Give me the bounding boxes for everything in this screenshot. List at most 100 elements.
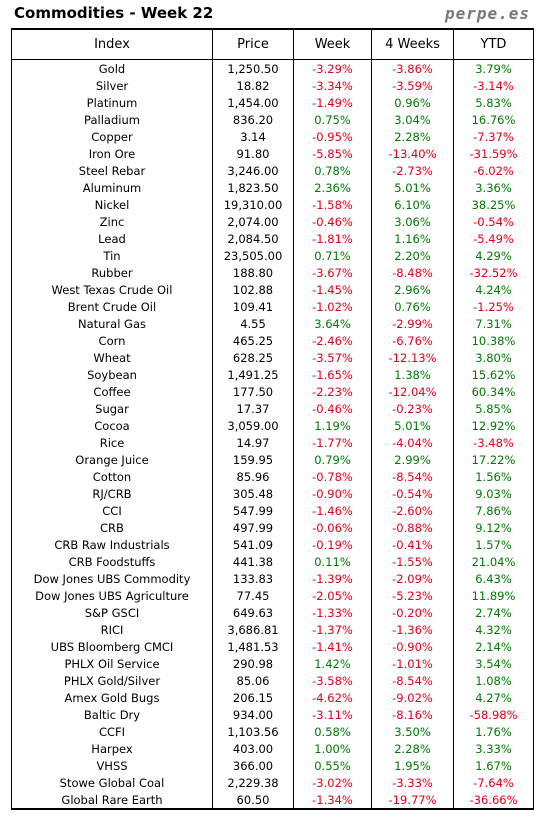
price-cell: 541.09 [212,536,294,553]
four-week-change-cell: 3.04% [371,111,454,128]
four-week-change-cell: 1.95% [371,757,454,774]
column-header-price: Price [212,28,294,60]
four-week-change-cell: 2.28% [371,128,454,145]
index-cell: CCFI [11,723,213,740]
week-change-cell: -3.11% [293,706,372,723]
price-cell: 60.50 [212,791,294,810]
index-cell: Global Rare Earth [11,791,213,810]
price-cell: 290.98 [212,655,294,672]
price-cell: 2,229.38 [212,774,294,791]
week-change-cell: -1.45% [293,281,372,298]
table-row: Steel Rebar 3,246.00 0.78% -2.73% -6.02% [11,162,534,179]
four-week-change-cell: -9.02% [371,689,454,706]
price-cell: 2,084.50 [212,230,294,247]
week-change-cell: 1.19% [293,417,372,434]
week-change-cell: 0.78% [293,162,372,179]
price-cell: 441.38 [212,553,294,570]
table-row: Dow Jones UBS Commodity 133.83 -1.39% -2.09… [11,570,534,587]
week-change-cell: -1.65% [293,366,372,383]
price-cell: 465.25 [212,332,294,349]
ytd-change-cell: 12.92% [453,417,534,434]
week-change-cell: -4.62% [293,689,372,706]
table-row: Corn 465.25 -2.46% -6.76% 10.38% [11,332,534,349]
table-row: Iron Ore 91.80 -5.85% -13.40% -31.59% [11,145,534,162]
four-week-change-cell: 2.96% [371,281,454,298]
week-change-cell: -3.29% [293,59,372,77]
ytd-change-cell: -3.48% [453,434,534,451]
price-cell: 85.96 [212,468,294,485]
table-row: Tin 23,505.00 0.71% 2.20% 4.29% [11,247,534,264]
week-change-cell: 3.64% [293,315,372,332]
index-cell: Baltic Dry [11,706,213,723]
price-cell: 2,074.00 [212,213,294,230]
four-week-change-cell: -8.48% [371,264,454,281]
price-cell: 18.82 [212,77,294,94]
index-cell: Soybean [11,366,213,383]
four-week-change-cell: -3.33% [371,774,454,791]
index-cell: Iron Ore [11,145,213,162]
price-cell: 366.00 [212,757,294,774]
week-change-cell: 1.42% [293,655,372,672]
table-row: Aluminum 1,823.50 2.36% 5.01% 3.36% [11,179,534,196]
price-cell: 177.50 [212,383,294,400]
price-cell: 1,250.50 [212,59,294,77]
table-row: Global Rare Earth 60.50 -1.34% -19.77% -36.6… [11,791,534,810]
index-cell: Steel Rebar [11,162,213,179]
ytd-change-cell: 11.89% [453,587,534,604]
price-cell: 133.83 [212,570,294,587]
ytd-change-cell: 1.57% [453,536,534,553]
price-cell: 77.45 [212,587,294,604]
index-cell: Cocoa [11,417,213,434]
ytd-change-cell: 60.34% [453,383,534,400]
ytd-change-cell: 15.62% [453,366,534,383]
week-change-cell: 0.79% [293,451,372,468]
price-cell: 23,505.00 [212,247,294,264]
index-cell: Tin [11,247,213,264]
ytd-change-cell: -7.37% [453,128,534,145]
table-row: Baltic Dry 934.00 -3.11% -8.16% -58.98% [11,706,534,723]
price-cell: 4.55 [212,315,294,332]
table-row: Natural Gas 4.55 3.64% -2.99% 7.31% [11,315,534,332]
table-row: Cocoa 3,059.00 1.19% 5.01% 12.92% [11,417,534,434]
table-row: PHLX Gold/Silver 85.06 -3.58% -8.54% 1.08% [11,672,534,689]
table-row: PHLX Oil Service 290.98 1.42% -1.01% 3.54% [11,655,534,672]
week-change-cell: -0.90% [293,485,372,502]
four-week-change-cell: -0.54% [371,485,454,502]
week-change-cell: -1.37% [293,621,372,638]
price-cell: 934.00 [212,706,294,723]
ytd-change-cell: 1.67% [453,757,534,774]
week-change-cell: 0.58% [293,723,372,740]
four-week-change-cell: 0.76% [371,298,454,315]
price-cell: 836.20 [212,111,294,128]
column-header-index: Index [11,28,213,60]
index-cell: Coffee [11,383,213,400]
four-week-change-cell: 6.10% [371,196,454,213]
table-row: UBS Bloomberg CMCI 1,481.53 -1.41% -0.90% 2.… [11,638,534,655]
ytd-change-cell: 16.76% [453,111,534,128]
table-row: Stowe Global Coal 2,229.38 -3.02% -3.33% -7.… [11,774,534,791]
ytd-change-cell: 4.24% [453,281,534,298]
four-week-change-cell: -4.04% [371,434,454,451]
page-title: Commodities - Week 22 [14,4,214,22]
four-week-change-cell: -5.23% [371,587,454,604]
week-change-cell: -2.05% [293,587,372,604]
four-week-change-cell: 2.28% [371,740,454,757]
table-row: CRB Foodstuffs 441.38 0.11% -1.55% 21.04% [11,553,534,570]
four-week-change-cell: -12.04% [371,383,454,400]
table-row: Rubber 188.80 -3.67% -8.48% -32.52% [11,264,534,281]
four-week-change-cell: -2.99% [371,315,454,332]
index-cell: Rubber [11,264,213,281]
index-cell: Corn [11,332,213,349]
price-cell: 14.97 [212,434,294,451]
table-row: Wheat 628.25 -3.57% -12.13% 3.80% [11,349,534,366]
table-row: Lead 2,084.50 -1.81% 1.16% -5.49% [11,230,534,247]
four-week-change-cell: -8.16% [371,706,454,723]
ytd-change-cell: 3.79% [453,59,534,77]
ytd-change-cell: 9.03% [453,485,534,502]
week-change-cell: -0.78% [293,468,372,485]
price-cell: 17.37 [212,400,294,417]
table-row: West Texas Crude Oil 102.88 -1.45% 2.96% 4.2… [11,281,534,298]
four-week-change-cell: 5.01% [371,179,454,196]
table-row: Platinum 1,454.00 -1.49% 0.96% 5.83% [11,94,534,111]
table-row: Coffee 177.50 -2.23% -12.04% 60.34% [11,383,534,400]
